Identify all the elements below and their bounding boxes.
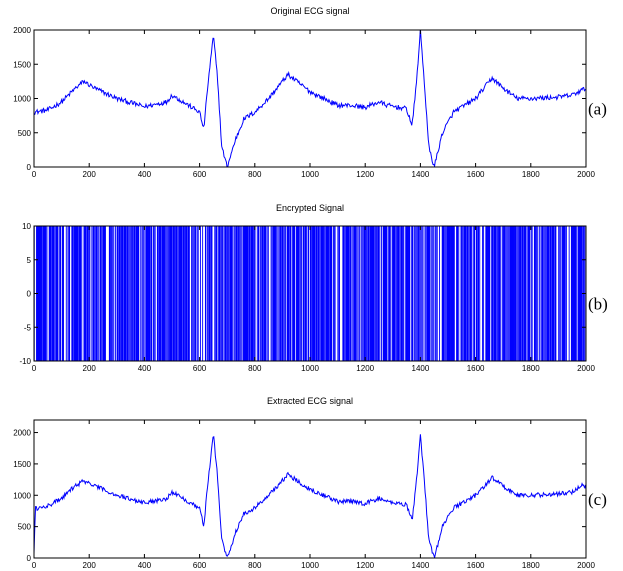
x-tick-label: 1200: [356, 561, 374, 570]
panel-1: Original ECG signal 0 200 400 600 800 1000 1200…: [13, 6, 607, 179]
x-tick-label: 800: [248, 364, 262, 373]
x-tick-label: 1000: [301, 561, 319, 570]
x-tick-label: 400: [138, 364, 152, 373]
x-tick-label: 1600: [467, 364, 485, 373]
y-tick-label: 2000: [13, 429, 31, 438]
chart-title: Original ECG signal: [270, 6, 349, 16]
x-tick-label: 400: [138, 561, 152, 570]
x-tick-label: 200: [83, 170, 97, 179]
x-tick-label: 1000: [301, 364, 319, 373]
x-tick-label: 200: [83, 364, 97, 373]
x-tick-label: 2000: [577, 364, 595, 373]
y-tick-label: 0: [27, 290, 32, 299]
y-tick-label: 1500: [13, 60, 31, 69]
x-tick-label: 1200: [356, 364, 374, 373]
chart-title: Encrypted Signal: [276, 203, 344, 213]
x-tick-label: 1600: [467, 561, 485, 570]
y-tick-label: 10: [22, 222, 31, 231]
y-tick-label: -10: [19, 357, 31, 366]
x-tick-label: 200: [83, 561, 97, 570]
series-line: [34, 434, 586, 558]
x-tick-label: 600: [193, 364, 207, 373]
x-tick-label: 400: [138, 170, 152, 179]
x-tick-label: 800: [248, 561, 262, 570]
x-tick-label: 1200: [356, 170, 374, 179]
plot-area: [34, 30, 586, 167]
x-tick-label: 1800: [522, 561, 540, 570]
x-tick-label: 1800: [522, 170, 540, 179]
x-tick-label: 600: [193, 170, 207, 179]
panel-label: (b): [588, 295, 608, 314]
data-layer: [34, 30, 586, 167]
y-tick-label: 1000: [13, 95, 31, 104]
data-layer: [34, 434, 586, 558]
chart-title: Extracted ECG signal: [267, 396, 353, 406]
panel-label: (a): [588, 100, 607, 119]
x-tick-label: 1400: [412, 364, 430, 373]
x-tick-label: 600: [193, 561, 207, 570]
x-tick-label: 0: [32, 364, 37, 373]
y-tick-label: 1500: [13, 460, 31, 469]
y-tick-label: -5: [24, 323, 32, 332]
y-tick-label: 500: [18, 523, 32, 532]
x-tick-label: 0: [32, 561, 37, 570]
y-tick-label: 0: [27, 554, 32, 563]
x-tick-label: 1400: [412, 170, 430, 179]
panel-3: Extracted ECG signal 0 200 400 600 800 1000 120…: [13, 396, 607, 570]
panel-2: Encrypted Signal 0 200 400 600 800 1000 1200 140…: [19, 203, 607, 373]
x-tick-label: 1600: [467, 170, 485, 179]
x-tick-label: 2000: [577, 561, 595, 570]
x-tick-label: 1800: [522, 364, 540, 373]
x-tick-label: 0: [32, 170, 37, 179]
x-tick-label: 1400: [412, 561, 430, 570]
x-tick-label: 800: [248, 170, 262, 179]
x-tick-label: 1000: [301, 170, 319, 179]
panel-label: (c): [588, 490, 607, 509]
series-line: [34, 30, 586, 167]
data-layer: [34, 226, 586, 361]
y-tick-label: 1000: [13, 491, 31, 500]
y-tick-label: 500: [18, 129, 32, 138]
x-tick-label: 2000: [577, 170, 595, 179]
y-tick-label: 0: [27, 163, 32, 172]
y-tick-label: 5: [27, 256, 32, 265]
y-tick-label: 2000: [13, 26, 31, 35]
